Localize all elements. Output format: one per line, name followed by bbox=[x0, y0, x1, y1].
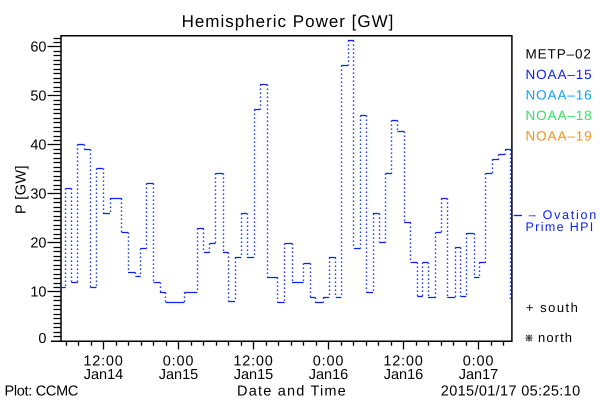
svg-text:Plot: CCMC: Plot: CCMC bbox=[5, 384, 79, 400]
svg-text:20: 20 bbox=[30, 236, 46, 252]
svg-text:50: 50 bbox=[30, 89, 46, 105]
svg-text:– Ovation: – Ovation bbox=[529, 208, 598, 222]
svg-text:0:00: 0:00 bbox=[163, 354, 194, 370]
svg-text:0:00: 0:00 bbox=[313, 354, 344, 370]
svg-text:Date and Time: Date and Time bbox=[237, 384, 347, 400]
svg-text:Jan17: Jan17 bbox=[459, 367, 499, 383]
svg-text:10: 10 bbox=[30, 285, 46, 301]
svg-text:P [GW]: P [GW] bbox=[13, 165, 29, 214]
svg-text:Jan14: Jan14 bbox=[84, 367, 124, 383]
svg-text:Hemispheric Power [GW]: Hemispheric Power [GW] bbox=[182, 12, 395, 31]
svg-text:0:00: 0:00 bbox=[463, 354, 494, 370]
svg-text:Prime HPI: Prime HPI bbox=[526, 220, 595, 234]
svg-text:30: 30 bbox=[30, 187, 46, 203]
svg-text:Jan15: Jan15 bbox=[234, 367, 274, 383]
svg-text:NOAA–15: NOAA–15 bbox=[526, 67, 593, 82]
svg-text:Jan16: Jan16 bbox=[384, 367, 424, 383]
svg-text:Jan16: Jan16 bbox=[309, 367, 349, 383]
svg-text:NOAA–19: NOAA–19 bbox=[526, 129, 593, 144]
svg-text:+ south: + south bbox=[526, 300, 580, 315]
svg-text:12:00: 12:00 bbox=[83, 354, 123, 370]
svg-text:60: 60 bbox=[30, 40, 46, 56]
svg-text:NOAA–18: NOAA–18 bbox=[526, 108, 593, 123]
svg-text:12:00: 12:00 bbox=[233, 354, 273, 370]
svg-text:2015/01/17 05:25:10: 2015/01/17 05:25:10 bbox=[441, 384, 581, 400]
svg-text:NOAA–16: NOAA–16 bbox=[526, 88, 593, 103]
svg-text:METP–02: METP–02 bbox=[526, 47, 592, 62]
svg-text:north: north bbox=[538, 330, 573, 345]
svg-text:Jan15: Jan15 bbox=[159, 367, 199, 383]
svg-text:0: 0 bbox=[38, 331, 46, 347]
svg-text:40: 40 bbox=[30, 138, 46, 154]
svg-text:12:00: 12:00 bbox=[383, 354, 423, 370]
